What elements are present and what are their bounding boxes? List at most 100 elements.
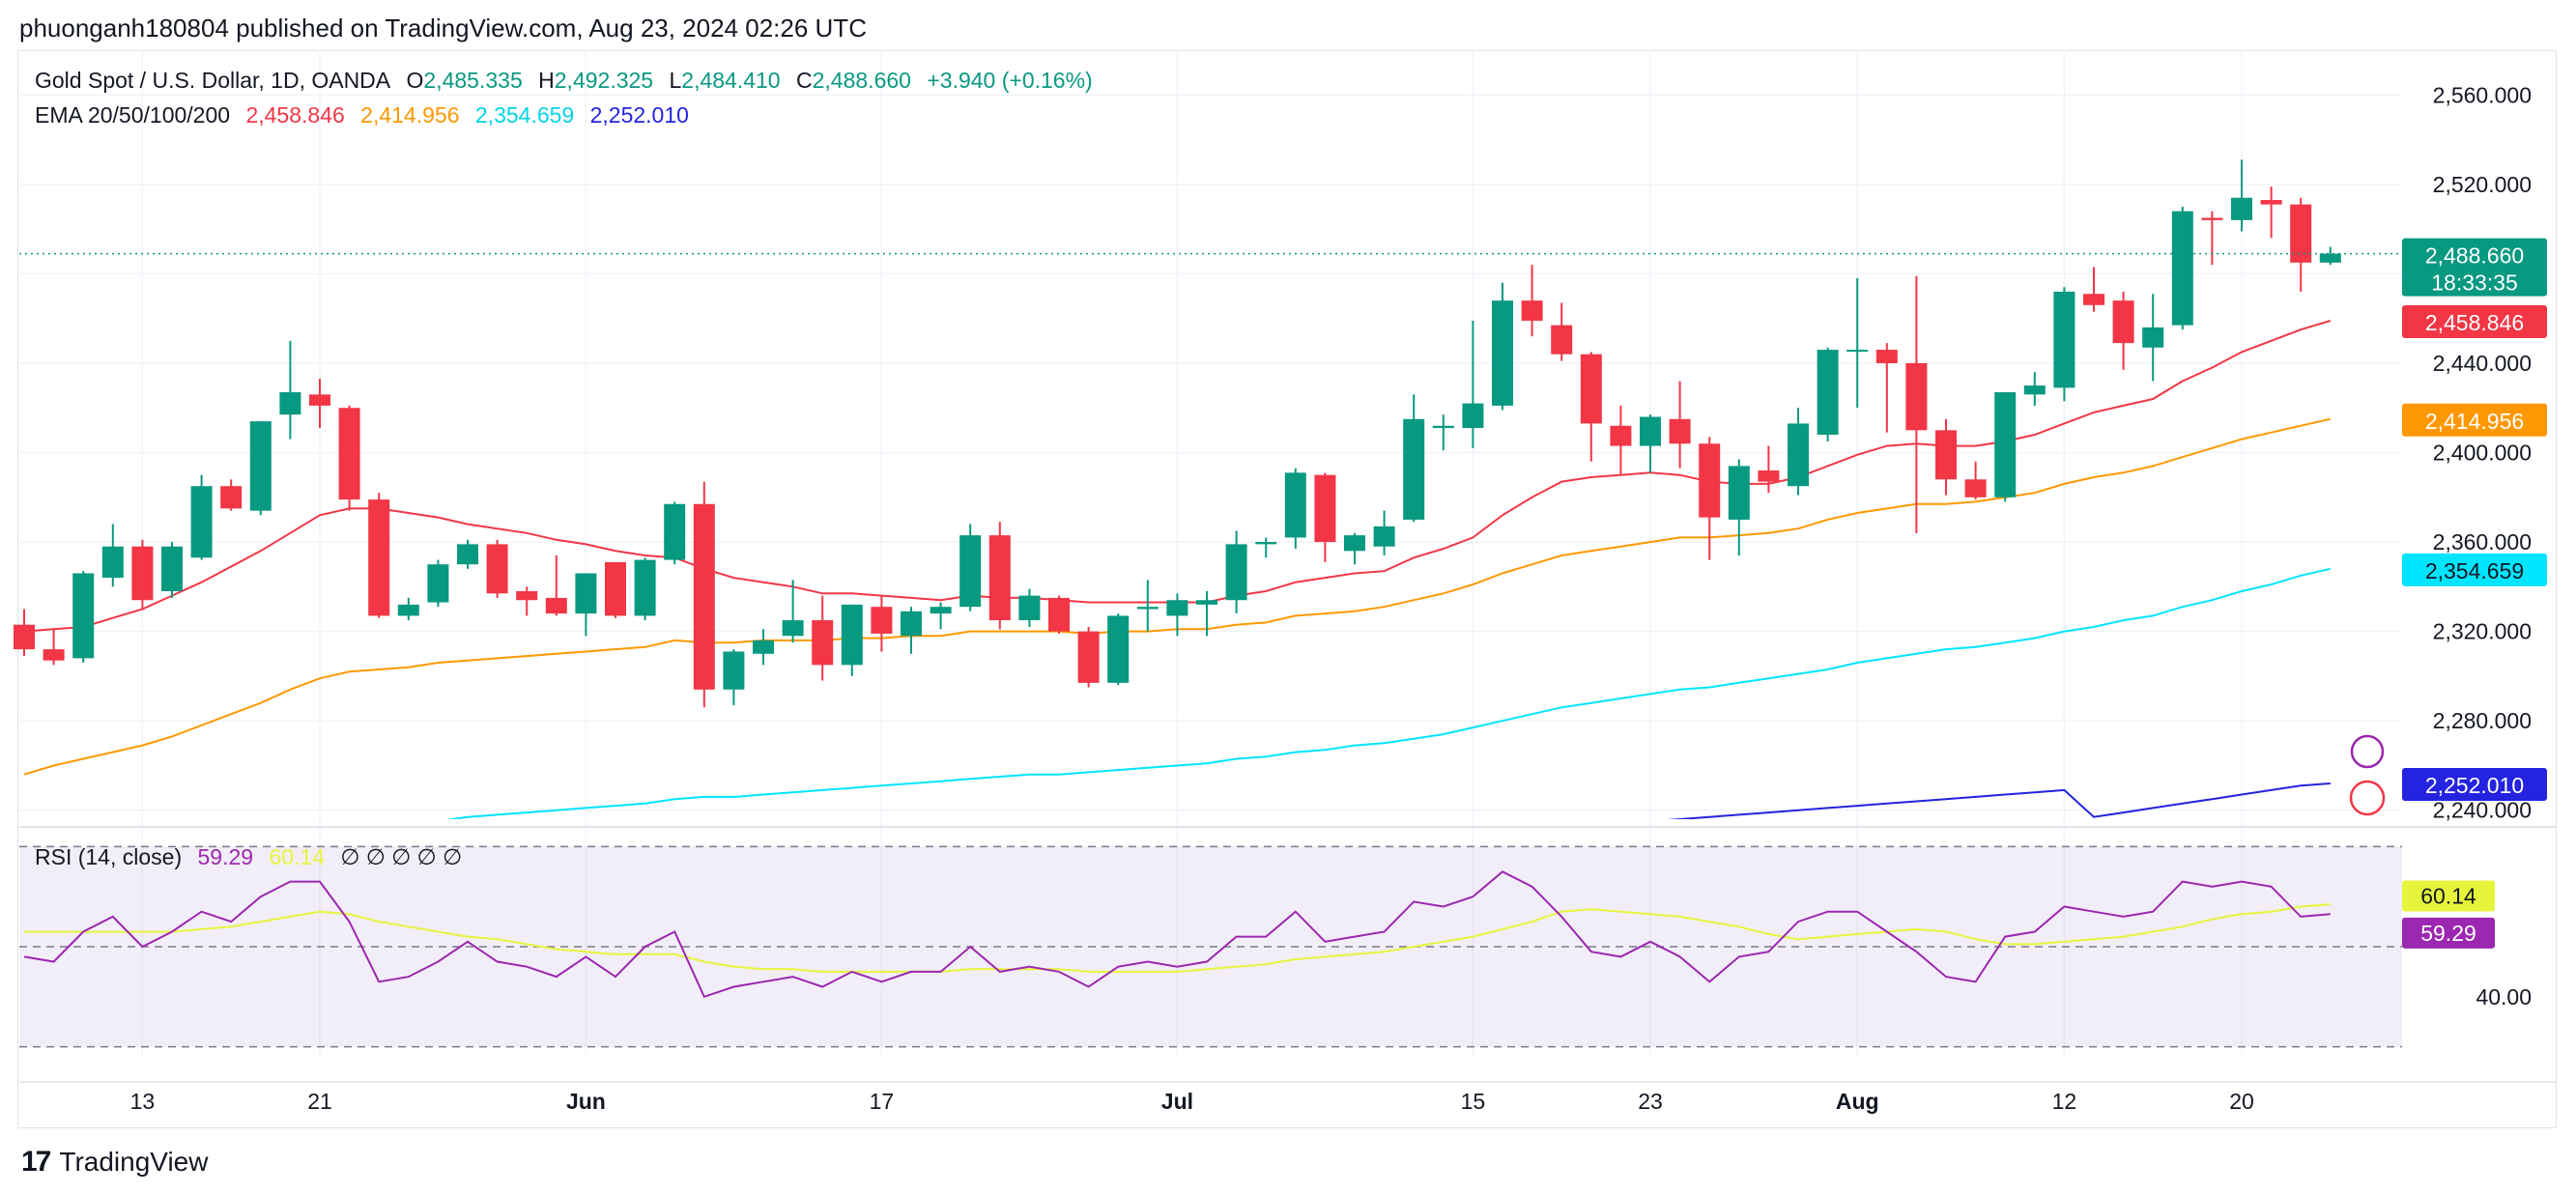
candle-down: [1048, 597, 1070, 632]
ema-legend: EMA 20/50/100/200 2,458.846 2,414.956 2,…: [35, 102, 699, 128]
candle-up: [279, 392, 301, 415]
price-tick-label: 2,560.000: [2433, 82, 2532, 107]
candle-down: [1077, 631, 1100, 683]
candle-up: [723, 651, 745, 690]
candle-up: [427, 564, 449, 603]
symbol-name[interactable]: Gold Spot / U.S. Dollar, 1D, OANDA: [35, 68, 391, 93]
candle-down: [368, 499, 390, 616]
rsi-badge: [2402, 917, 2495, 949]
change-value: +3.940 (+0.16%): [927, 68, 1093, 93]
price-tick-label: 2,360.000: [2433, 529, 2532, 554]
candle-down: [2290, 204, 2312, 263]
rsi-ma-value: 60.14: [269, 844, 326, 869]
last-price-badge-bg: [2402, 238, 2547, 297]
rsi-value: 59.29: [197, 844, 254, 869]
ema-label[interactable]: EMA 20/50/100/200: [35, 102, 231, 128]
ema200-badge-bg: [2402, 767, 2547, 801]
ema100-value: 2,354.659: [474, 102, 575, 128]
last-price-badge-text: 2,488.660: [2425, 243, 2524, 269]
ema50-value: 2,414.956: [360, 102, 460, 128]
candle-up: [1107, 615, 1130, 683]
candle-up: [1640, 416, 1661, 446]
rsi-extra: ∅ ∅ ∅ ∅ ∅: [340, 844, 463, 869]
candle-down: [2083, 294, 2104, 305]
candle-up: [1492, 300, 1513, 406]
candle-down: [812, 620, 834, 666]
ema20-value: 2,458.846: [245, 102, 345, 128]
candle-up: [1255, 542, 1277, 545]
candle-up: [664, 503, 686, 560]
candle-up: [457, 544, 478, 565]
chart-frame[interactable]: [17, 50, 2557, 1128]
candle-down: [131, 546, 154, 601]
candle-down: [1964, 479, 1987, 498]
candle-up: [161, 546, 183, 591]
last-price-badge-text: 18:33:35: [2431, 270, 2518, 296]
candle-down: [1875, 350, 1898, 363]
time-tick-label: 23: [1638, 1089, 1663, 1114]
candle-up: [1136, 607, 1159, 610]
candle-down: [1610, 425, 1632, 446]
price-tick-label: 2,520.000: [2433, 172, 2532, 197]
high-label: H: [538, 68, 555, 93]
candle-up: [1403, 418, 1425, 520]
candle-down: [1699, 443, 1721, 518]
candle-up: [1432, 425, 1454, 429]
ema50-badge-text: 2,414.956: [2425, 409, 2524, 434]
lightning-icon: [2350, 734, 2385, 769]
candle-up: [753, 640, 774, 654]
candle-up: [1166, 600, 1188, 616]
candle-up: [2053, 291, 2075, 388]
candle-up: [1846, 350, 1869, 353]
tradingview-logo-icon: 17: [21, 1146, 51, 1178]
candle-down: [693, 503, 715, 690]
candle-up: [1344, 535, 1365, 552]
candle-down: [1669, 418, 1691, 444]
candle-down: [309, 394, 330, 406]
ema100-badge: 2,354.659: [2402, 553, 2547, 586]
time-tick-label: 20: [2229, 1089, 2254, 1114]
candle-down: [1935, 430, 1957, 480]
ema200-line: [1667, 782, 2331, 819]
candle-up: [1462, 403, 1484, 429]
candle-down: [2112, 300, 2134, 344]
rsi_ma-line: [24, 903, 2331, 973]
candle-down: [14, 624, 35, 650]
rsi-ma-badge-text: 60.14: [2420, 883, 2476, 908]
ema50-badge: 2,414.956: [2402, 403, 2547, 437]
time-tick-label: 15: [1461, 1089, 1486, 1114]
candle-up: [1788, 423, 1809, 487]
candle-up: [1728, 466, 1750, 520]
candle-up: [841, 604, 863, 666]
candle-up: [2023, 385, 2046, 395]
candle-up: [101, 546, 124, 579]
rsi-legend: RSI (14, close) 59.29 60.14 ∅ ∅ ∅ ∅ ∅: [35, 844, 472, 870]
candle-up: [1994, 392, 2017, 498]
low-label: L: [669, 68, 682, 93]
candle-down: [516, 590, 538, 601]
candle-up: [249, 421, 272, 511]
open-label: O: [406, 68, 424, 93]
candle-up: [397, 604, 419, 616]
ema100-badge-text: 2,354.659: [2425, 558, 2524, 583]
candle-down: [220, 486, 243, 509]
candle-down: [605, 561, 626, 616]
time-tick-label: 21: [307, 1089, 332, 1114]
candle-down: [1314, 474, 1336, 543]
candle-down: [871, 607, 893, 634]
time-tick-label: Jun: [566, 1089, 606, 1114]
footer-brand[interactable]: 17 TradingView: [21, 1146, 208, 1179]
publish-header: phuonganh180804 published on TradingView…: [19, 14, 867, 43]
time-tick-label: Jul: [1161, 1089, 1193, 1114]
candle-down: [338, 408, 360, 500]
brand-name: TradingView: [59, 1147, 209, 1177]
candle-down: [2260, 200, 2282, 205]
candle-up: [190, 486, 213, 558]
candle-down: [43, 649, 65, 661]
ema20-badge-bg: [2402, 304, 2547, 338]
candle-down: [1580, 354, 1602, 424]
rsi-label[interactable]: RSI (14, close): [35, 844, 183, 869]
candle-down: [545, 597, 567, 614]
us-flag-event-icon: [2349, 780, 2386, 816]
